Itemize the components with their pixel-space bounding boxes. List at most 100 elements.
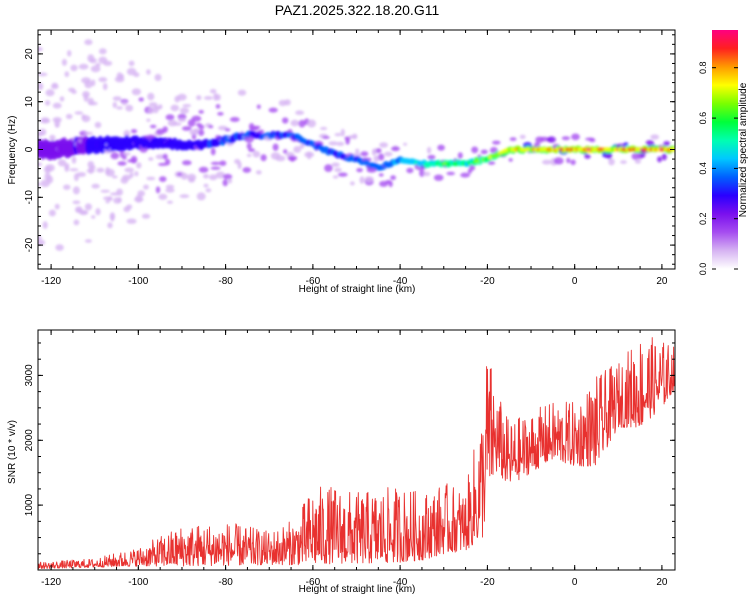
spectrogram-cell [158,193,168,200]
spectrogram-cell [95,63,101,67]
snr-y-label: SNR (10 * v/v) [7,420,18,484]
spectrogram-cell [177,93,187,101]
snr-x-label: Height of straight line (km) [299,584,416,595]
spectrogram-cell [150,124,157,129]
spectrogram-cell [406,167,414,174]
spectrogram-cell [222,179,228,187]
snr-panel: -120 -100 -80 -60 -40 -20 0 20 1000 2000 3000 Hei… [7,329,676,595]
spectrogram-cell [162,153,168,160]
spectrogram-cell [663,141,671,147]
spectrogram-cell [219,160,227,166]
spectrogram-cell [210,147,216,156]
spectrogram-cell [45,164,55,172]
spectrogram-cell [237,89,247,96]
spectrogram-cell [237,161,242,170]
spectrogram-cell [620,160,627,164]
spectrogram-cell [187,119,196,127]
spectrogram-cell [210,161,221,165]
x-tick-label: -40 [393,577,408,588]
spectrogram-cell [38,236,42,240]
spectrogram-cell [446,171,456,176]
spectrogram-cell [137,190,145,197]
spectrogram-cell [52,102,62,109]
spectrogram-cell [283,149,288,154]
spectrogram-cell [252,150,261,158]
spectrogram-cell [203,96,213,100]
spectrogram-cell [90,165,96,170]
spectrogram-cell [224,128,231,132]
x-tick-label: 20 [656,577,668,588]
spectrogram-cell [65,113,73,120]
x-tick-label: -60 [306,577,321,588]
spectrogram-cell [255,170,262,175]
spectrogram-cell [487,161,496,165]
y-tick-label: 20 [24,48,35,60]
spectrogram-cell [49,134,56,141]
spectrogram-cell [117,197,122,203]
spectrogram-cell [208,125,214,129]
spectrogram-cell [100,189,110,193]
spectrogram-cell [112,101,118,109]
colorbar-tick-label: 0.6 [698,112,708,125]
spectrogram-cell [130,129,138,134]
spectrogram-cell [141,213,151,219]
spectrogram-cell [84,39,93,46]
spectrogram-cell [79,130,88,137]
spectrogram-cell [334,167,342,173]
spectrogram-cell [78,63,89,70]
spectrogram-cell [378,173,384,177]
spectrogram-cell [72,186,80,195]
spectrogram-cell [134,171,139,177]
spectrogram-cell [73,219,80,226]
spectrogram-cell [96,167,105,173]
spectrogram-cell [143,184,149,190]
spectrogram-cell [608,158,615,166]
spectrogram-y-label: Frequency (Hz) [7,116,18,185]
spectrogram-cell [298,119,306,128]
spectrogram-cell [359,176,365,184]
spectrogram-cell [167,200,173,204]
spectrogram-cell [81,115,91,123]
spectrogram-cell [94,121,102,129]
spectrogram-cell [70,64,78,72]
spectrogram-cell [38,182,41,186]
spectrogram-cell [165,184,175,189]
spectrogram-cell [196,95,202,101]
spectrogram-cell [54,119,61,127]
spectrogram-cell [129,172,134,178]
spectrogram-cell [469,164,476,171]
spectrogram-cell [246,142,252,150]
spectrogram-cell [83,94,89,102]
colorbar: 0.0 0.2 0.4 0.6 0.8 Normalized spectral ampl… [698,30,749,275]
spectrogram-cell [191,115,202,122]
spectrogram-cell [182,104,192,108]
spectrogram-cell [91,79,96,87]
spectrogram-cell [553,157,564,165]
spectrogram-cell [64,163,70,169]
spectrogram-cell [59,96,65,102]
spectrogram-cell [427,154,436,160]
spectrogram-cell [128,60,135,67]
spectrogram-cell [95,208,101,216]
x-tick-label: -20 [480,276,495,287]
spectrogram-cell [252,125,261,129]
spectrogram-cell [353,152,362,158]
spectrogram-cell [107,222,113,229]
spectrogram-cell [542,159,552,165]
spectrogram-cell [584,153,591,159]
spectrogram-cell [117,161,127,166]
spectrogram-cell [328,141,339,146]
spectrogram-cell [39,128,47,136]
spectrogram-cell [356,168,363,173]
spectrogram-cell [519,134,526,139]
spectrogram-cell [471,146,479,154]
spectrogram-cell [102,83,108,91]
spectrogram-cell [248,148,256,153]
spectrogram-cell [345,137,350,145]
spectrogram-cell [203,174,209,179]
x-tick-label: 20 [656,276,668,287]
spectrogram-cell [661,153,667,161]
spectrogram-cell [98,48,107,55]
spectrogram-cell [268,107,278,113]
spectrogram-cell [165,114,175,121]
